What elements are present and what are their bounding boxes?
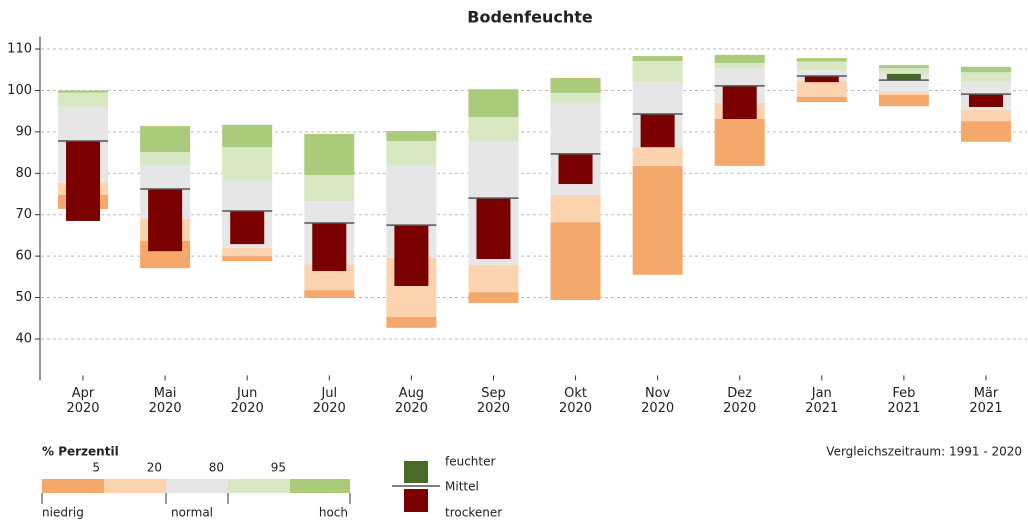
anomaly-bar <box>804 75 839 83</box>
legend-swatch <box>104 479 166 493</box>
percentile-band <box>304 290 355 298</box>
x-tick-label: Apr 2020 <box>66 386 100 416</box>
percentile-band <box>468 116 519 141</box>
percentile-band <box>58 92 109 108</box>
percentile-band <box>222 147 273 180</box>
percentile-band <box>140 152 191 166</box>
anomaly-bar <box>722 85 757 120</box>
chart-title: Bodenfeuchte <box>467 8 593 27</box>
legend-label: feuchter <box>445 455 496 469</box>
percentile-band <box>304 133 355 175</box>
x-tick-label: Dez 2020 <box>723 386 757 416</box>
percentile-band <box>468 264 519 293</box>
percentile-band <box>714 63 765 69</box>
x-tick-label: Mai 2020 <box>148 386 182 416</box>
percentile-band <box>960 109 1011 122</box>
percentile-band <box>714 119 765 166</box>
anomaly-bar <box>886 73 921 81</box>
percentile-band <box>878 68 929 74</box>
x-tick-label: Okt 2020 <box>558 386 593 416</box>
y-tick-label: 100 <box>7 83 32 98</box>
legend-swatch <box>42 479 104 493</box>
y-tick-label: 70 <box>15 207 32 222</box>
anomaly-bar <box>476 198 511 260</box>
legend-label: Mittel <box>445 480 479 494</box>
anomaly-bar <box>230 210 265 245</box>
x-tick-label: Aug 2020 <box>394 386 428 416</box>
x-tick-label: Sep 2020 <box>476 386 510 416</box>
percentile-band <box>222 256 273 262</box>
y-tick-label: 80 <box>15 166 32 181</box>
legend-swatch <box>404 461 428 483</box>
anomaly-bar <box>640 114 675 148</box>
legend-swatch <box>166 479 228 493</box>
percentile-band <box>304 174 355 202</box>
percentile-band <box>632 165 683 275</box>
x-tick-label: Mär 2021 <box>969 386 1003 416</box>
x-tick-label: Jul 2020 <box>312 386 346 416</box>
legend-title: % Perzentil <box>42 445 119 459</box>
legend-label: hoch <box>319 506 348 520</box>
percentile-band <box>550 194 601 223</box>
percentile-band <box>960 66 1011 73</box>
percentile-band <box>796 80 847 97</box>
percentile-band <box>550 222 601 301</box>
x-tick-label: Feb 2021 <box>887 386 921 416</box>
percentile-band <box>632 56 683 62</box>
percentile-band <box>468 292 519 303</box>
x-tick-label: Jun 2020 <box>230 386 264 416</box>
y-tick-label: 110 <box>7 42 32 57</box>
percentile-band <box>386 140 437 166</box>
percentile-band <box>796 58 847 62</box>
y-tick-label: 50 <box>15 290 32 305</box>
legend-swatch <box>404 489 428 512</box>
percentile-band <box>222 124 273 148</box>
y-tick-label: 40 <box>15 331 32 346</box>
legend-swatch <box>228 479 290 493</box>
percentile-band <box>550 92 601 103</box>
anomaly-bar <box>66 140 101 221</box>
percentile-band <box>386 317 437 328</box>
percentile-band <box>632 61 683 83</box>
percentile-band <box>632 147 683 166</box>
percentile-band <box>468 89 519 117</box>
percentile-band <box>878 65 929 69</box>
legend-tick-label: 80 <box>209 461 224 475</box>
percentile-band <box>58 90 109 93</box>
legend-tick-label: 95 <box>271 461 286 475</box>
anomaly-bar <box>558 153 593 185</box>
percentile-band <box>222 247 273 257</box>
legend-label: niedrig <box>42 506 84 520</box>
anomaly-bar <box>968 94 1003 108</box>
x-tick-label: Jan 2021 <box>805 386 839 416</box>
x-tick-label: Nov 2020 <box>641 386 675 416</box>
percentile-band <box>960 121 1011 142</box>
percentile-band <box>386 131 437 141</box>
y-tick-label: 90 <box>15 124 32 139</box>
anomaly-bar <box>312 222 347 272</box>
percentile-band <box>550 78 601 93</box>
percentile-band <box>878 92 929 96</box>
y-tick-label: 60 <box>15 249 32 264</box>
percentile-band <box>714 54 765 64</box>
legend-tick-label: 20 <box>147 461 162 475</box>
annotation: Vergleichszeitraum: 1991 - 2020 <box>826 445 1022 459</box>
percentile-band <box>140 126 191 153</box>
legend-label: normal <box>171 506 213 520</box>
anomaly-bar <box>148 189 183 252</box>
legend-swatch <box>290 479 350 493</box>
legend-label: trockener <box>445 506 502 520</box>
anomaly-bar <box>394 225 429 286</box>
percentile-band <box>796 96 847 103</box>
percentile-band <box>796 61 847 71</box>
percentile-band <box>878 95 929 107</box>
percentile-band <box>960 72 1011 83</box>
legend-tick-label: 5 <box>92 461 100 475</box>
